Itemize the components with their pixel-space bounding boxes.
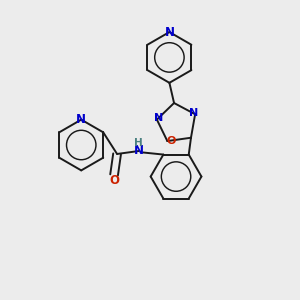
Text: N: N <box>76 113 86 126</box>
Text: N: N <box>154 113 163 123</box>
Text: N: N <box>134 145 144 158</box>
Text: N: N <box>189 108 198 118</box>
Text: O: O <box>166 136 176 146</box>
Text: O: O <box>109 174 119 187</box>
Text: H: H <box>134 138 143 148</box>
Text: N: N <box>164 26 174 38</box>
